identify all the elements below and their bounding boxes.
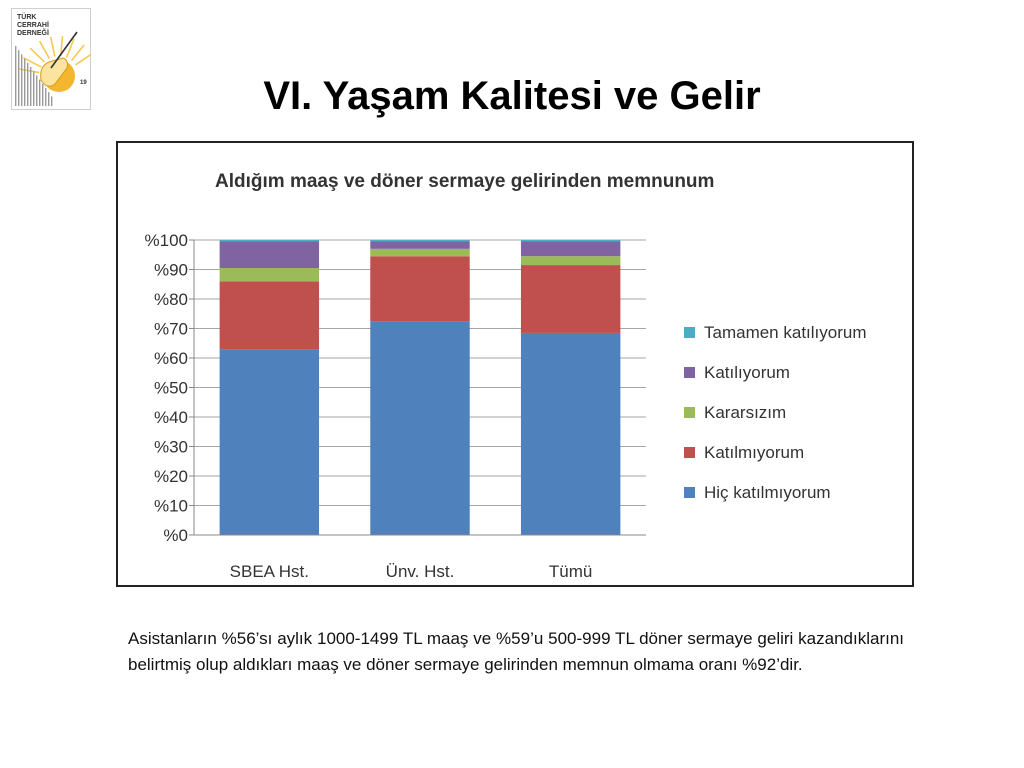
y-tick-label: %60 (154, 349, 188, 368)
y-tick-label: %10 (154, 497, 188, 516)
turk-cerrahi-dernegi-logo: TÜRK CERRAHİ DERNEĞİ 19 (11, 8, 91, 110)
bar-segment (219, 268, 320, 282)
logo-sun-ray (70, 44, 85, 61)
bar-segment (370, 248, 470, 257)
logo-bar (30, 67, 32, 106)
logo-sun-ray (19, 68, 40, 74)
y-tick-label: %80 (154, 290, 188, 309)
logo-sun-ray (38, 40, 51, 59)
legend-label: Hiç katılmıyorum (704, 483, 831, 502)
legend-swatch (684, 487, 695, 498)
legend-swatch (684, 407, 695, 418)
bar-segment (520, 265, 621, 333)
chart-legend: Tamamen katılıyorum Katılıyorum Kararsızım… (684, 323, 867, 502)
bar-segment (370, 241, 470, 249)
slide-title: VI. Yaşam Kalitesi ve Gelir (263, 74, 761, 118)
logo-bar (48, 92, 50, 106)
logo-sun-ray (65, 38, 75, 58)
logo-bar (51, 96, 53, 106)
logo-scalpel-icon (50, 31, 78, 69)
logo-bar (36, 75, 38, 106)
legend-swatch (684, 367, 695, 378)
logo-text-line-1: TÜRK (17, 12, 36, 21)
logo-bar (15, 46, 17, 106)
logo-text-line-2: CERRAHİ (17, 21, 49, 29)
logo-bar (39, 79, 41, 106)
bar-segment (520, 332, 621, 535)
logo-year: 19 (80, 80, 87, 86)
y-tick-label: %20 (154, 467, 188, 486)
y-tick-label: %30 (154, 438, 188, 457)
bar-segment (219, 241, 320, 269)
logo-text-line-3: DERNEĞİ (17, 28, 49, 37)
logo-bar-graphic (15, 46, 53, 106)
y-tick-label: %70 (154, 320, 188, 339)
logo-bar (45, 88, 47, 106)
logo-sun-ray (49, 36, 56, 57)
logo-bar (18, 50, 20, 106)
chart-title: Aldığım maaş ve döner sermaye gelirinden… (215, 171, 714, 192)
x-tick-label: Tümü (549, 562, 592, 581)
y-tick-label: %50 (154, 379, 188, 398)
bar-segment (370, 240, 470, 242)
bar-segment (520, 256, 621, 266)
bar-segment (219, 240, 320, 242)
logo-hand-icon (40, 57, 68, 87)
legend-label: Tamamen katılıyorum (704, 323, 867, 342)
x-tick-label: SBEA Hst. (230, 562, 309, 581)
bar-segment (520, 241, 621, 257)
legend-label: Katılmıyorum (704, 443, 804, 462)
chart-axes: %0 %10 %20 %30 %40 %50 %60 %70 %80 %90 %100 SBEA Hs… (145, 231, 646, 581)
stacked-bar-chart: Aldığım maaş ve döner sermaye gelirinden… (145, 171, 867, 581)
legend-label: Katılıyorum (704, 363, 790, 382)
bar-segment (370, 256, 470, 322)
legend-swatch (684, 327, 695, 338)
logo-bar (33, 71, 35, 106)
logo-bar (24, 58, 26, 106)
logo-bar (42, 83, 44, 106)
logo-sun-ray (22, 57, 42, 68)
chart-bars (219, 240, 621, 535)
bar-segment (370, 321, 470, 535)
bar-segment (219, 349, 320, 535)
y-tick-label: %40 (154, 408, 188, 427)
logo-bar (27, 62, 29, 106)
y-tick-label: %0 (163, 526, 188, 545)
y-tick-label: %100 (145, 231, 188, 250)
logo-sun-rays (19, 36, 91, 74)
slide-body-text: Asistanların %56’sı aylık 1000-1499 TL m… (128, 629, 904, 674)
legend-swatch (684, 447, 695, 458)
legend-label: Kararsızım (704, 403, 786, 422)
y-tick-label: %90 (154, 261, 188, 280)
bar-segment (219, 281, 320, 350)
x-tick-label: Ünv. Hst. (386, 562, 455, 581)
logo-sun-ray (29, 47, 46, 63)
chart-frame: Aldığım maaş ve döner sermaye gelirinden… (116, 141, 914, 587)
logo-bar (21, 54, 23, 106)
logo-sun-ray (75, 53, 91, 66)
bar-segment (520, 240, 621, 242)
